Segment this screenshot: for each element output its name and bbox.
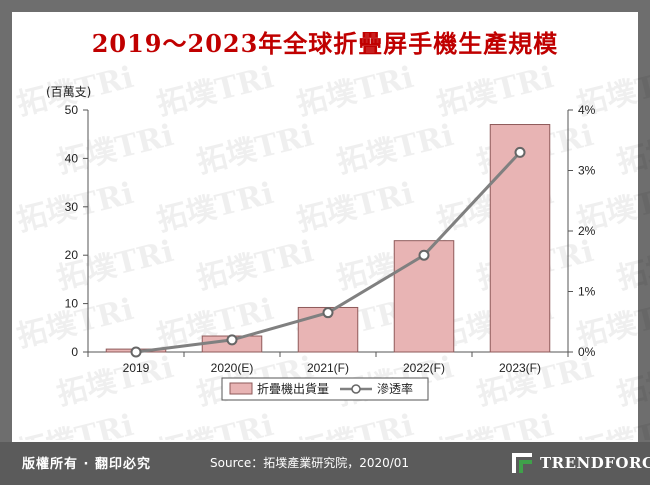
watermark-mark: 拓墣TRi [153, 408, 277, 440]
left-tick-label: 0 [71, 345, 78, 359]
x-tick-label: 2022(F) [403, 361, 445, 375]
penetration-point [322, 307, 334, 319]
penetration-point [418, 249, 430, 261]
watermark-mark: 拓墣TRi [433, 60, 557, 123]
legend-layer: 折疊機出貨量 滲透率 [221, 377, 429, 401]
legend-line-marker [351, 384, 361, 394]
chart-title: 2019～2023年全球折疊屏手機生產規模 [91, 29, 559, 58]
right-tick-label: 3% [578, 164, 596, 178]
frame-right-border [638, 0, 650, 485]
legend-box [221, 377, 429, 401]
watermark-mark: 拓墣TRi [613, 118, 650, 181]
watermark-mark: 拓墣TRi [153, 60, 277, 123]
watermark-mark: 拓墣TRi [333, 118, 457, 181]
axes-layer: 0 10 20 30 40 50 0% 1% 2% 3% 4% 2019 2020(E) 2021(F) 2… [46, 85, 596, 375]
penetration-point [226, 334, 238, 346]
left-tick-label: 30 [65, 200, 79, 214]
penetration-point [130, 346, 142, 358]
x-tick-label: 2019 [123, 361, 150, 375]
watermark-mark: 拓墣TRi [433, 408, 557, 440]
left-tick-label: 10 [65, 297, 79, 311]
frame-top-border [0, 0, 650, 12]
watermark-mark: 拓墣TRi [293, 60, 417, 123]
watermark-mark: 拓墣TRi [13, 408, 137, 440]
footer-bar: 版權所有 · 翻印必究 Source：拓墣產業研究院，2020/01 TREND… [0, 442, 650, 485]
watermark-mark: 拓墣TRi [293, 408, 417, 440]
y-axis-label: (百萬支) [46, 85, 91, 99]
watermark-mark: 拓墣TRi [473, 350, 597, 413]
frame-left-border [0, 0, 12, 485]
trendforce-logo: TRENDFORCE [510, 450, 650, 476]
left-tick-label: 20 [65, 248, 79, 262]
watermark-mark: 拓墣TRi [613, 234, 650, 297]
watermark-mark: 拓墣TRi [153, 176, 277, 239]
trendforce-logo-text: TRENDFORCE [540, 454, 650, 472]
left-tick-label: 40 [65, 151, 79, 165]
legend-bar-label: 折疊機出貨量 [257, 381, 329, 396]
x-tick-label: 2023(F) [499, 361, 541, 375]
x-tick-label: 2020(E) [211, 361, 254, 375]
right-tick-label: 1% [578, 285, 596, 299]
watermark-mark: 拓墣TRi [193, 118, 317, 181]
watermark-mark: 拓墣TRi [53, 234, 177, 297]
watermark-mark: 拓墣TRi [573, 408, 650, 440]
watermark-mark: 拓墣TRi [613, 350, 650, 413]
copyright-text: 版權所有 · 翻印必究 [22, 457, 151, 472]
watermark-mark: 拓墣TRi [293, 176, 417, 239]
right-tick-label: 0% [578, 345, 596, 359]
x-tick-label: 2021(F) [307, 361, 349, 375]
trendforce-logo-icon [512, 453, 532, 473]
legend-line-label: 滲透率 [377, 381, 413, 396]
source-text: Source：拓墣產業研究院，2020/01 [210, 456, 410, 470]
watermark-mark: 拓墣TRi [193, 234, 317, 297]
penetration-point [514, 146, 526, 158]
left-tick-label: 50 [65, 103, 79, 117]
watermark-mark: 拓墣TRi [53, 118, 177, 181]
shipment-bar [489, 124, 551, 353]
watermark-mark: 拓墣TRi [53, 350, 177, 413]
line-layer [130, 146, 526, 358]
right-tick-label: 2% [578, 224, 596, 238]
right-tick-label: 4% [578, 103, 596, 117]
legend-bar-swatch [229, 382, 253, 395]
